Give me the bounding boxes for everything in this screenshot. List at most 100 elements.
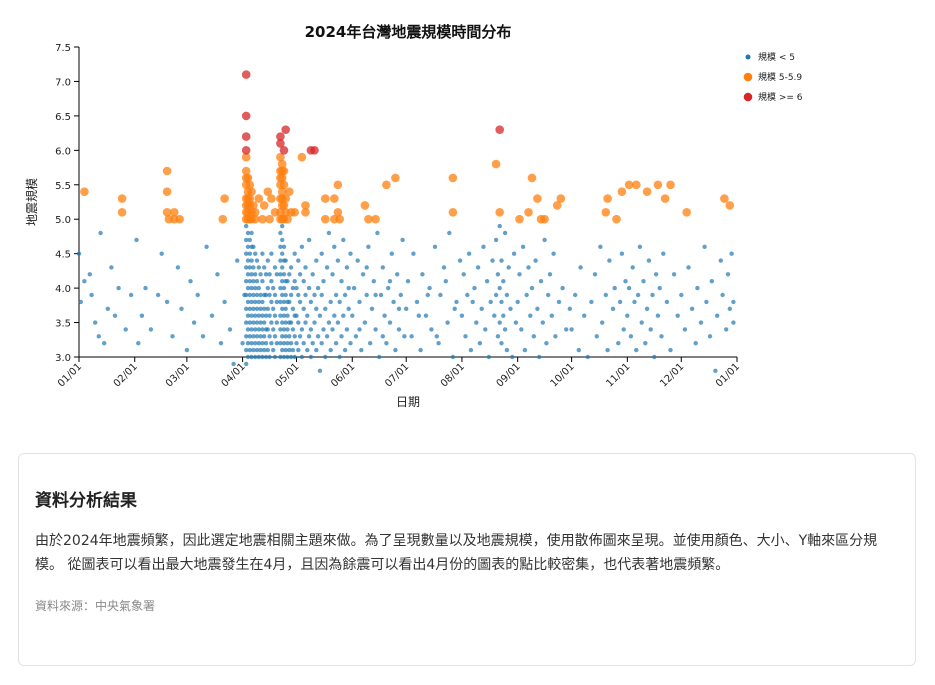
point-medium: [720, 194, 729, 203]
point-small: [271, 347, 276, 353]
point-small: [605, 347, 610, 353]
point-medium: [267, 194, 276, 203]
point-small: [314, 347, 319, 353]
point-small: [244, 347, 249, 353]
point-small: [501, 313, 506, 318]
point-small: [603, 292, 608, 298]
point-small: [634, 347, 639, 353]
point-small: [517, 272, 522, 277]
point-small: [290, 327, 296, 332]
point-small: [502, 327, 508, 332]
point-medium: [277, 173, 287, 183]
point-small: [263, 292, 269, 298]
data-points: [76, 70, 736, 373]
point-small: [285, 354, 290, 360]
point-small: [344, 327, 350, 332]
point-small: [301, 279, 306, 284]
point-small: [630, 265, 635, 270]
point-small: [303, 265, 308, 270]
point-medium: [333, 208, 343, 217]
point-small: [249, 272, 254, 277]
point-small: [484, 279, 490, 284]
point-small: [436, 341, 441, 346]
point-small: [164, 299, 170, 305]
y-tick-label: 3.5: [55, 319, 71, 330]
point-small: [727, 306, 732, 311]
point-medium: [218, 214, 228, 224]
point-medium: [258, 214, 267, 224]
point-small: [296, 320, 301, 325]
point-small: [459, 313, 465, 318]
point-small: [249, 327, 254, 332]
point-small: [251, 320, 256, 325]
point-small: [396, 327, 402, 332]
point-medium: [265, 214, 274, 224]
point-small: [321, 327, 326, 332]
point-small: [260, 354, 265, 360]
point-small: [650, 292, 655, 298]
point-medium: [495, 208, 505, 217]
point-small: [258, 320, 263, 325]
point-small: [472, 285, 477, 291]
point-medium: [276, 152, 285, 162]
point-small: [253, 327, 258, 332]
point-medium: [241, 166, 251, 176]
point-small: [488, 299, 493, 305]
point-small: [263, 313, 269, 318]
point-small: [474, 320, 479, 325]
point-small: [450, 354, 456, 360]
point-small: [515, 299, 520, 305]
point-large: [241, 146, 251, 155]
point-small: [470, 299, 475, 305]
point-small: [499, 299, 504, 305]
point-small: [245, 230, 251, 236]
point-small: [280, 237, 285, 243]
point-small: [619, 251, 625, 256]
point-medium: [448, 208, 458, 217]
point-small: [362, 320, 368, 325]
point-small: [617, 299, 623, 305]
point-small: [671, 272, 677, 277]
point-small: [308, 299, 314, 305]
point-small: [506, 265, 511, 270]
point-medium: [283, 214, 292, 224]
point-small: [247, 237, 252, 243]
point-medium: [290, 208, 300, 217]
point-small: [520, 244, 526, 249]
point-small: [251, 306, 256, 311]
point-small: [267, 334, 272, 339]
point-small: [333, 341, 339, 346]
point-small: [280, 306, 285, 311]
point-small: [626, 285, 632, 291]
point-small: [332, 244, 337, 249]
y-tick-label: 4.5: [55, 250, 71, 261]
point-medium: [170, 208, 179, 217]
point-small: [249, 258, 254, 263]
point-small: [661, 251, 666, 256]
point-small: [533, 258, 538, 263]
point-small: [519, 327, 524, 332]
point-small: [364, 265, 369, 270]
point-small: [251, 347, 256, 353]
point-small: [262, 320, 267, 325]
point-small: [319, 341, 324, 346]
point-small: [585, 354, 590, 360]
point-small: [253, 251, 258, 256]
point-small: [425, 292, 430, 298]
point-small: [256, 341, 261, 346]
point-medium: [660, 194, 670, 203]
point-small: [317, 368, 323, 373]
point-small: [414, 299, 420, 305]
point-small: [278, 299, 283, 305]
point-small: [78, 299, 84, 305]
point-small: [396, 306, 402, 311]
point-small: [546, 292, 551, 298]
point-medium: [335, 214, 345, 224]
point-small: [731, 320, 736, 325]
point-small: [281, 244, 287, 249]
point-small: [384, 341, 389, 346]
point-small: [528, 313, 533, 318]
y-tick-label: 7.5: [55, 43, 71, 54]
point-small: [254, 258, 260, 263]
point-small: [607, 258, 612, 263]
